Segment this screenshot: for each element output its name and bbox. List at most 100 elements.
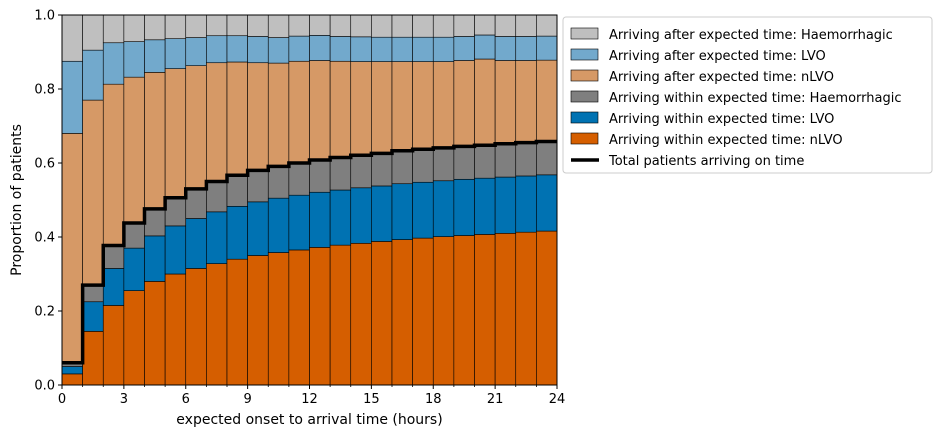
legend-swatch <box>570 27 599 40</box>
bar-segment <box>453 235 475 386</box>
y-tick-label: 0.8 <box>34 83 55 98</box>
bar-segment <box>474 234 496 386</box>
bar-segment <box>164 38 187 69</box>
bar-segment <box>288 60 310 164</box>
bar-segment <box>309 14 331 36</box>
legend-swatch <box>570 90 599 103</box>
x-tick-label: 0 <box>58 392 66 407</box>
legend-entry-label: Arriving within expected time: LVO <box>609 112 834 127</box>
bar-segment <box>247 170 269 203</box>
total-on-time-line <box>62 139 557 365</box>
bar-segment <box>123 222 145 249</box>
bar-segment <box>412 181 434 239</box>
bar-segment <box>350 154 372 189</box>
bar-segment <box>536 141 558 176</box>
bar-segment <box>536 230 558 386</box>
bar-segment <box>226 174 248 207</box>
bar-segment <box>185 268 207 386</box>
bar-segment <box>391 239 413 386</box>
bar-segment <box>350 14 372 38</box>
x-tick-label: 24 <box>549 392 566 407</box>
bar-segment <box>61 133 83 364</box>
legend-frame <box>562 16 933 174</box>
bar-segment <box>102 268 125 306</box>
bar-segment <box>247 255 269 386</box>
bar-segment <box>494 36 517 61</box>
y-tick-label: 1.0 <box>34 9 55 24</box>
bar-segment <box>206 211 228 264</box>
bar-segment <box>432 147 455 182</box>
bar-segment <box>515 142 537 177</box>
legend-swatch <box>570 48 599 61</box>
bar-segment <box>350 187 372 244</box>
bar-segment <box>226 14 248 37</box>
bar-segment <box>515 231 537 386</box>
bar-segment <box>432 14 455 38</box>
bar-segment <box>309 159 331 193</box>
bar-segment <box>536 35 558 61</box>
bar-segment <box>494 60 517 145</box>
legend-entry-label: Total patients arriving on time <box>608 154 804 169</box>
bar-segment <box>82 331 104 386</box>
bar-segment <box>206 35 228 64</box>
bar-segment <box>371 61 393 154</box>
x-tick-label: 12 <box>301 392 318 407</box>
legend-entry-label: Arriving within expected time: Haemorrha… <box>609 91 902 106</box>
bar-segment <box>206 263 228 386</box>
bar-segment <box>164 197 187 227</box>
bar-segment <box>267 37 290 64</box>
bar-segment <box>82 49 104 101</box>
bar-segment <box>226 205 248 260</box>
bar-segment <box>164 273 187 386</box>
bar-segment <box>226 61 248 176</box>
bar-segment <box>515 14 537 37</box>
x-tick-label: 6 <box>182 392 190 407</box>
bar-segment <box>432 236 455 386</box>
bar-segment <box>267 14 290 38</box>
bar-segment <box>144 72 166 210</box>
bar-segment <box>350 242 372 386</box>
bar-segment <box>102 42 125 85</box>
bar-segment <box>412 149 434 183</box>
bar-segment <box>144 235 166 282</box>
bar-segment <box>309 60 331 161</box>
bar-segment <box>412 237 434 386</box>
bar-segment <box>453 146 475 180</box>
legend-swatch <box>570 132 599 145</box>
bar-segment <box>164 225 187 275</box>
bar-segment <box>329 244 352 386</box>
bar-segment <box>474 144 496 179</box>
bar-segment <box>267 62 290 167</box>
bar-segment <box>123 290 145 386</box>
bar-segment <box>267 252 290 386</box>
bars-layer <box>61 14 558 386</box>
bar-segment <box>288 14 310 37</box>
x-tick-label: 15 <box>363 392 380 407</box>
bar-segment <box>432 36 455 62</box>
bar-segment <box>82 284 104 303</box>
bar-segment <box>536 59 558 142</box>
bar-segment <box>536 174 558 232</box>
bar-segment <box>494 14 517 37</box>
legend-entry-label: Arriving within expected time: nLVO <box>609 133 843 148</box>
bar-segment <box>309 247 331 386</box>
bar-segment <box>309 191 331 248</box>
bar-segment <box>329 14 352 37</box>
bar-segment <box>247 14 269 37</box>
bar-segment <box>288 249 310 386</box>
legend: Arriving after expected time: Haemorrhag… <box>562 16 933 174</box>
bar-segment <box>185 188 207 219</box>
bar-segment <box>288 162 310 196</box>
bar-segment <box>391 150 413 185</box>
bar-segment <box>432 61 455 149</box>
x-tick-label: 21 <box>487 392 504 407</box>
bar-segment <box>474 58 496 146</box>
y-axis-label: Proportion of patients <box>9 124 25 276</box>
bar-segment <box>61 14 83 62</box>
bar-segment <box>391 61 413 152</box>
bar-segment <box>123 41 145 78</box>
bar-segment <box>102 245 125 269</box>
bar-segment <box>350 36 372 62</box>
bar-segment <box>371 36 393 62</box>
